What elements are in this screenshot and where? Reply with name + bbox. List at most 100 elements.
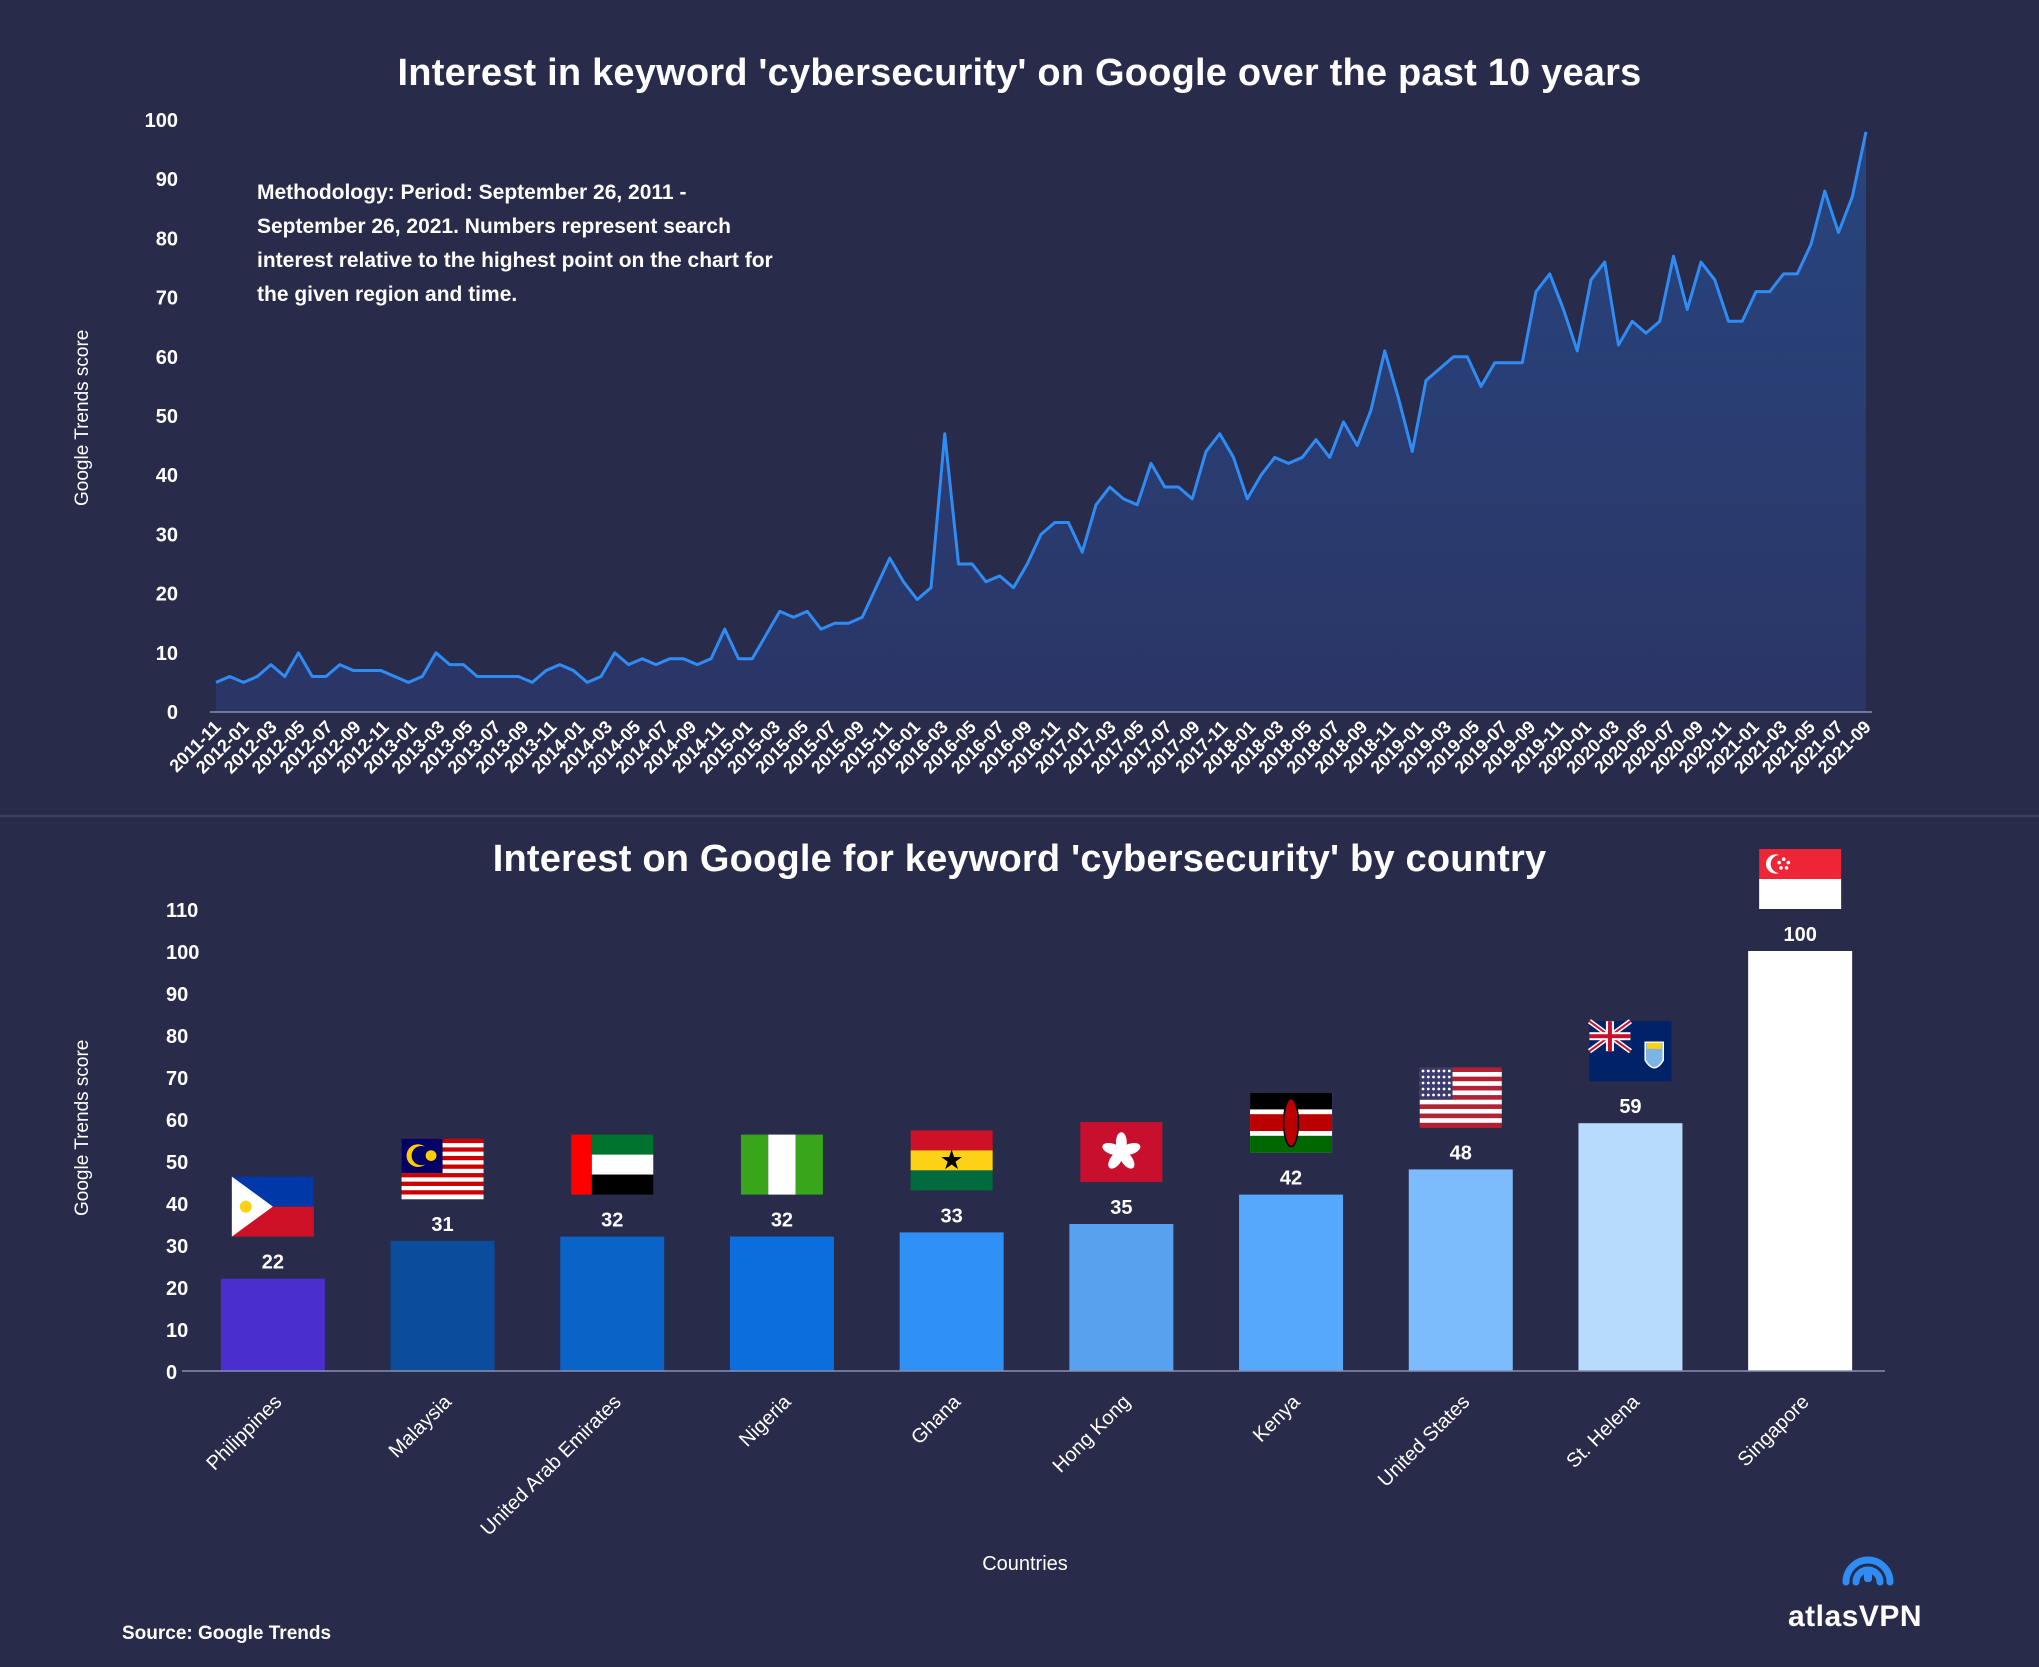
flag-stripe bbox=[401, 1177, 484, 1183]
flag-stripe bbox=[1419, 1095, 1502, 1101]
bar-united-arab-emirates bbox=[560, 1236, 665, 1371]
bar-singapore bbox=[1748, 951, 1853, 1371]
category-label: United States bbox=[1374, 1391, 1474, 1491]
section-divider bbox=[0, 815, 2039, 817]
flag-star bbox=[1432, 1093, 1435, 1097]
y-tick-label: 0 bbox=[167, 702, 178, 724]
source-note: Source: Google Trends bbox=[122, 1623, 332, 1644]
flag-star bbox=[1426, 1075, 1430, 1079]
flag-star bbox=[1447, 1069, 1451, 1073]
flag-star bbox=[1421, 1087, 1425, 1091]
y-tick-label: 100 bbox=[145, 110, 178, 132]
category-label: St. Helena bbox=[1562, 1390, 1644, 1472]
flag-star bbox=[1421, 1093, 1425, 1097]
flag-star bbox=[1437, 1069, 1441, 1073]
y-tick-label: 30 bbox=[156, 524, 178, 546]
y-tick-label: 100 bbox=[166, 942, 199, 964]
flag-stripe bbox=[1419, 1122, 1502, 1128]
flag-star bbox=[1781, 857, 1786, 861]
category-label: Philippines bbox=[202, 1391, 286, 1475]
bar-malaysia bbox=[390, 1240, 495, 1371]
flag-stripe bbox=[591, 1154, 654, 1175]
flag-stripe bbox=[1419, 1072, 1502, 1078]
bar-hong-kong bbox=[1069, 1224, 1174, 1371]
flag-shield-chief bbox=[1646, 1042, 1662, 1049]
flag-star bbox=[1442, 1069, 1446, 1073]
data-label: 31 bbox=[431, 1214, 453, 1236]
flag-st-helena-icon bbox=[1587, 1019, 1672, 1082]
category-label: Singapore bbox=[1734, 1391, 1814, 1471]
y-tick-label: 10 bbox=[156, 643, 178, 665]
bar-chart-title: Interest on Google for keyword 'cybersec… bbox=[492, 838, 1547, 880]
flag-star bbox=[1447, 1087, 1451, 1091]
y-tick-label: 60 bbox=[156, 347, 178, 369]
flag-stripe bbox=[1419, 1108, 1502, 1115]
y-tick-label: 40 bbox=[166, 1194, 188, 1216]
flag-united-states-icon bbox=[1419, 1067, 1502, 1128]
data-label: 22 bbox=[262, 1252, 284, 1274]
y-tick-label: 20 bbox=[166, 1278, 188, 1300]
flag-stripe bbox=[1419, 1067, 1502, 1073]
bar-chart-x-axis-label: Countries bbox=[982, 1553, 1068, 1575]
category-label: Malaysia bbox=[385, 1390, 457, 1462]
flag-star bbox=[1437, 1093, 1441, 1097]
y-tick-label: 80 bbox=[166, 1026, 188, 1048]
flag-petal bbox=[1108, 1150, 1124, 1169]
y-tick-label: 110 bbox=[166, 900, 198, 922]
flag-star bbox=[1426, 1087, 1430, 1091]
y-tick-label: 0 bbox=[166, 1362, 177, 1384]
flag-star bbox=[1432, 1087, 1435, 1091]
y-tick-label: 90 bbox=[156, 169, 178, 191]
flag-stripe bbox=[910, 1170, 993, 1191]
flag-star bbox=[1442, 1081, 1446, 1085]
bar-philippines bbox=[220, 1278, 325, 1371]
flag-star bbox=[1426, 1093, 1430, 1097]
flag-star bbox=[425, 1150, 437, 1161]
flag-stripe bbox=[1419, 1118, 1502, 1124]
flag-stripe bbox=[571, 1134, 592, 1195]
flag-star bbox=[1442, 1093, 1446, 1097]
flag-canton bbox=[1419, 1067, 1453, 1100]
flag-stripe bbox=[1419, 1076, 1502, 1082]
flag-ghana-icon: ★ bbox=[910, 1130, 993, 1191]
flag-star bbox=[1421, 1081, 1425, 1085]
flag-shield bbox=[1282, 1097, 1300, 1148]
flag-uae-icon bbox=[571, 1134, 654, 1195]
flag-star bbox=[1421, 1069, 1425, 1073]
data-label: 59 bbox=[1619, 1096, 1641, 1118]
atlasvpn-logo-icon bbox=[1842, 1556, 1894, 1586]
flag-petal bbox=[1102, 1143, 1123, 1156]
flag-singapore-icon bbox=[1759, 849, 1842, 909]
flag-nigeria-icon bbox=[740, 1134, 823, 1195]
flag-stripe bbox=[1419, 1113, 1502, 1119]
flag-star bbox=[1447, 1093, 1451, 1097]
flag-star bbox=[1421, 1075, 1425, 1079]
flag-star bbox=[1447, 1075, 1451, 1079]
flag-star bbox=[1442, 1087, 1446, 1091]
flag-stripe bbox=[1759, 879, 1842, 909]
bar-nigeria bbox=[729, 1236, 834, 1371]
y-tick-label: 90 bbox=[166, 984, 188, 1006]
flag-malaysia-icon bbox=[401, 1138, 484, 1200]
bar-kenya bbox=[1239, 1194, 1344, 1371]
flag-stripe bbox=[591, 1174, 654, 1195]
y-tick-label: 40 bbox=[156, 465, 178, 487]
data-label: 42 bbox=[1280, 1168, 1302, 1190]
y-tick-label: 70 bbox=[156, 288, 178, 310]
y-tick-label: 10 bbox=[166, 1320, 188, 1342]
y-tick-label: 80 bbox=[156, 228, 178, 250]
flag-crescent-cut bbox=[411, 1146, 431, 1166]
flag-stripe bbox=[1419, 1090, 1502, 1096]
flag-sun bbox=[239, 1200, 252, 1213]
bar-ghana bbox=[899, 1232, 1004, 1371]
y-tick-label: 70 bbox=[166, 1068, 188, 1090]
category-label: Kenya bbox=[1249, 1390, 1305, 1446]
flag-stripe bbox=[401, 1190, 484, 1196]
flag-star bbox=[1777, 860, 1781, 865]
flag-stripe bbox=[740, 1134, 769, 1195]
y-tick-label: 50 bbox=[156, 406, 178, 428]
category-label: United Arab Emirates bbox=[477, 1391, 626, 1540]
flag-triangle bbox=[231, 1176, 273, 1237]
category-label: Hong Kong bbox=[1049, 1391, 1135, 1477]
flag-star bbox=[1779, 866, 1783, 870]
